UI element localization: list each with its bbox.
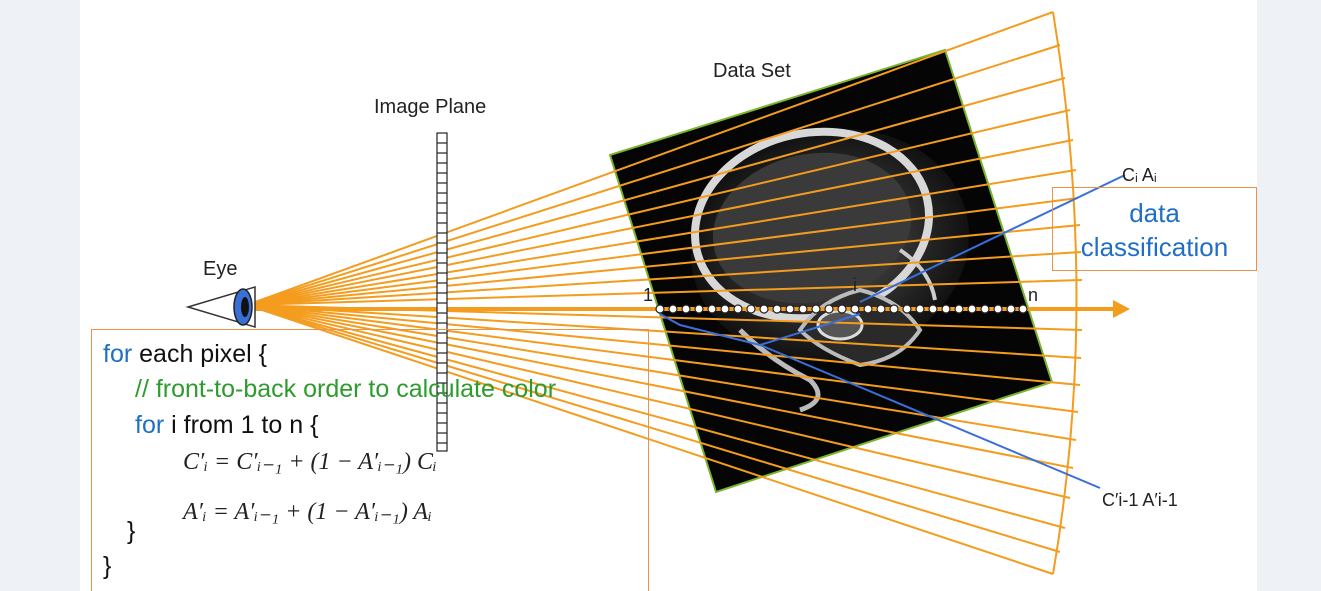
sample-points xyxy=(655,304,1028,314)
code-keyword-for-inner: for xyxy=(135,411,165,439)
ci-ai-label: Cᵢ Aᵢ xyxy=(1122,165,1157,185)
classification-line-2: classification xyxy=(1080,232,1229,262)
pointer-lines xyxy=(659,174,1126,489)
data-set-label: Data Set xyxy=(713,60,791,82)
eye-label: Eye xyxy=(203,258,238,280)
equation-alpha: A′ᵢ = A′ᵢ₋₁ + (1 − A′ᵢ₋₁) Aᵢ xyxy=(183,499,432,525)
sample-i-label: i xyxy=(853,275,857,295)
code-comment: // front-to-back order to calculate colo… xyxy=(135,375,557,403)
classification-line-1: data xyxy=(1129,198,1180,228)
code-line-3: for i from 1 to n { xyxy=(135,411,318,440)
sample-first-label: 1 xyxy=(643,285,654,305)
sample-last-label: n xyxy=(1028,285,1039,305)
image-plane xyxy=(436,132,448,452)
code-keyword-for: for xyxy=(103,340,133,368)
ci1-ai1-label: C′i-1 A′i-1 xyxy=(1102,490,1178,510)
code-close-inner: } xyxy=(127,517,136,545)
image-plane-label: Image Plane xyxy=(374,96,487,118)
classification-box xyxy=(1052,187,1257,271)
code-close-outer: } xyxy=(103,552,112,580)
ray-fan xyxy=(246,11,1083,575)
eye-icon xyxy=(185,285,256,329)
code-line-3-text: i from 1 to n { xyxy=(164,411,319,439)
pseudocode-box xyxy=(91,329,649,591)
equation-color: C′ᵢ = C′ᵢ₋₁ + (1 − A′ᵢ₋₁) Cᵢ xyxy=(183,449,437,475)
code-line-1-text: each pixel { xyxy=(132,340,268,368)
code-line-1: for each pixel { xyxy=(103,340,267,369)
